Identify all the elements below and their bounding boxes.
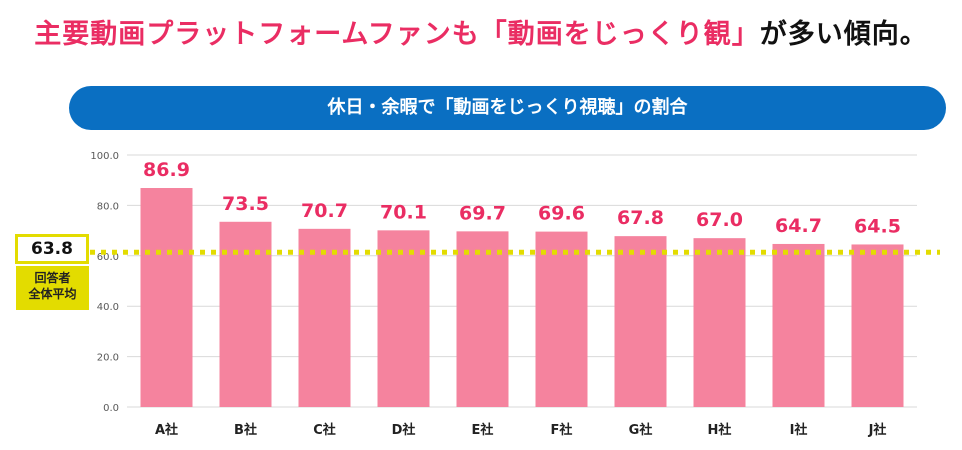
x-tick-label: J社 [868, 422, 887, 438]
headline-part1: 主要動画プラットフォームファンも「動画をじっくり観」 [34, 19, 760, 50]
data-label: 64.7 [775, 215, 822, 237]
average-caption: 回答者 全体平均 [16, 266, 89, 310]
x-tick-label: G社 [629, 422, 653, 438]
y-tick-label: 80.0 [97, 201, 119, 212]
data-label: 69.7 [459, 202, 506, 224]
x-tick-label: I社 [790, 422, 808, 438]
chart-title: 休日・余暇で「動画をじっくり視聴」の割合 [69, 86, 946, 130]
x-tick-label: B社 [234, 422, 257, 438]
y-tick-label: 0.0 [103, 403, 119, 414]
bar [298, 228, 351, 407]
y-tick-label: 100.0 [90, 151, 119, 162]
bar [614, 236, 667, 407]
x-tick-label: D社 [392, 422, 416, 438]
x-tick-label: F社 [551, 422, 573, 438]
bar [535, 231, 588, 407]
data-label: 70.1 [380, 201, 427, 223]
headline-part2: が多い傾向。 [759, 19, 928, 50]
bar [456, 231, 509, 407]
data-label: 69.6 [538, 203, 585, 225]
x-tick-label: C社 [313, 422, 336, 438]
data-label: 67.8 [617, 207, 664, 229]
x-tick-label: E社 [472, 422, 494, 438]
data-label: 86.9 [143, 159, 190, 181]
bar [219, 221, 272, 407]
bar [377, 230, 430, 407]
y-tick-label: 60.0 [97, 252, 119, 263]
y-tick-label: 40.0 [97, 302, 119, 313]
bar [693, 238, 746, 407]
bar [851, 244, 904, 407]
data-label: 67.0 [696, 209, 743, 231]
y-tick-label: 20.0 [97, 353, 119, 364]
data-label: 73.5 [222, 193, 269, 215]
bar [772, 243, 825, 407]
headline: 主要動画プラットフォームファンも「動画をじっくり観」が多い傾向。 [0, 12, 962, 51]
data-label: 64.5 [854, 215, 901, 237]
x-tick-label: H社 [708, 422, 732, 438]
bar [140, 188, 193, 407]
data-label: 70.7 [301, 200, 348, 222]
average-value-box: 63.8 [15, 234, 89, 264]
x-tick-label: A社 [155, 422, 178, 438]
